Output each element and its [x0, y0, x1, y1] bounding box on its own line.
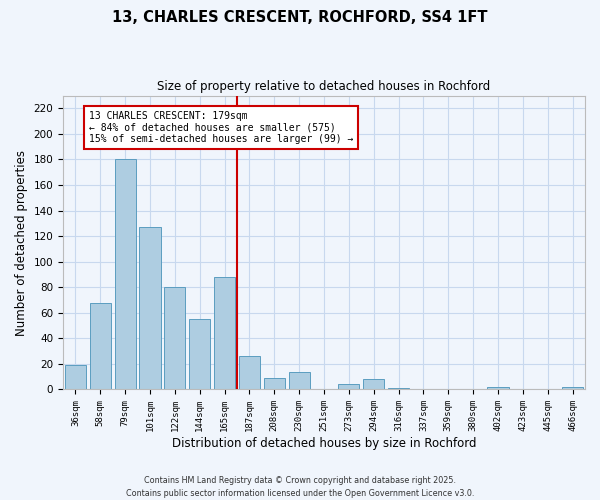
X-axis label: Distribution of detached houses by size in Rochford: Distribution of detached houses by size … — [172, 437, 476, 450]
Y-axis label: Number of detached properties: Number of detached properties — [15, 150, 28, 336]
Bar — [239, 356, 260, 390]
Bar — [264, 378, 285, 390]
Bar — [363, 379, 384, 390]
Text: Contains HM Land Registry data © Crown copyright and database right 2025.
Contai: Contains HM Land Registry data © Crown c… — [126, 476, 474, 498]
Bar — [189, 319, 210, 390]
Bar — [139, 227, 161, 390]
Title: Size of property relative to detached houses in Rochford: Size of property relative to detached ho… — [157, 80, 491, 93]
Bar — [164, 287, 185, 390]
Text: 13 CHARLES CRESCENT: 179sqm
← 84% of detached houses are smaller (575)
15% of se: 13 CHARLES CRESCENT: 179sqm ← 84% of det… — [89, 111, 353, 144]
Bar — [289, 372, 310, 390]
Bar — [338, 384, 359, 390]
Bar — [214, 277, 235, 390]
Bar — [562, 387, 583, 390]
Bar — [487, 387, 509, 390]
Bar — [90, 302, 111, 390]
Bar — [388, 388, 409, 390]
Bar — [65, 365, 86, 390]
Text: 13, CHARLES CRESCENT, ROCHFORD, SS4 1FT: 13, CHARLES CRESCENT, ROCHFORD, SS4 1FT — [112, 10, 488, 25]
Bar — [115, 160, 136, 390]
